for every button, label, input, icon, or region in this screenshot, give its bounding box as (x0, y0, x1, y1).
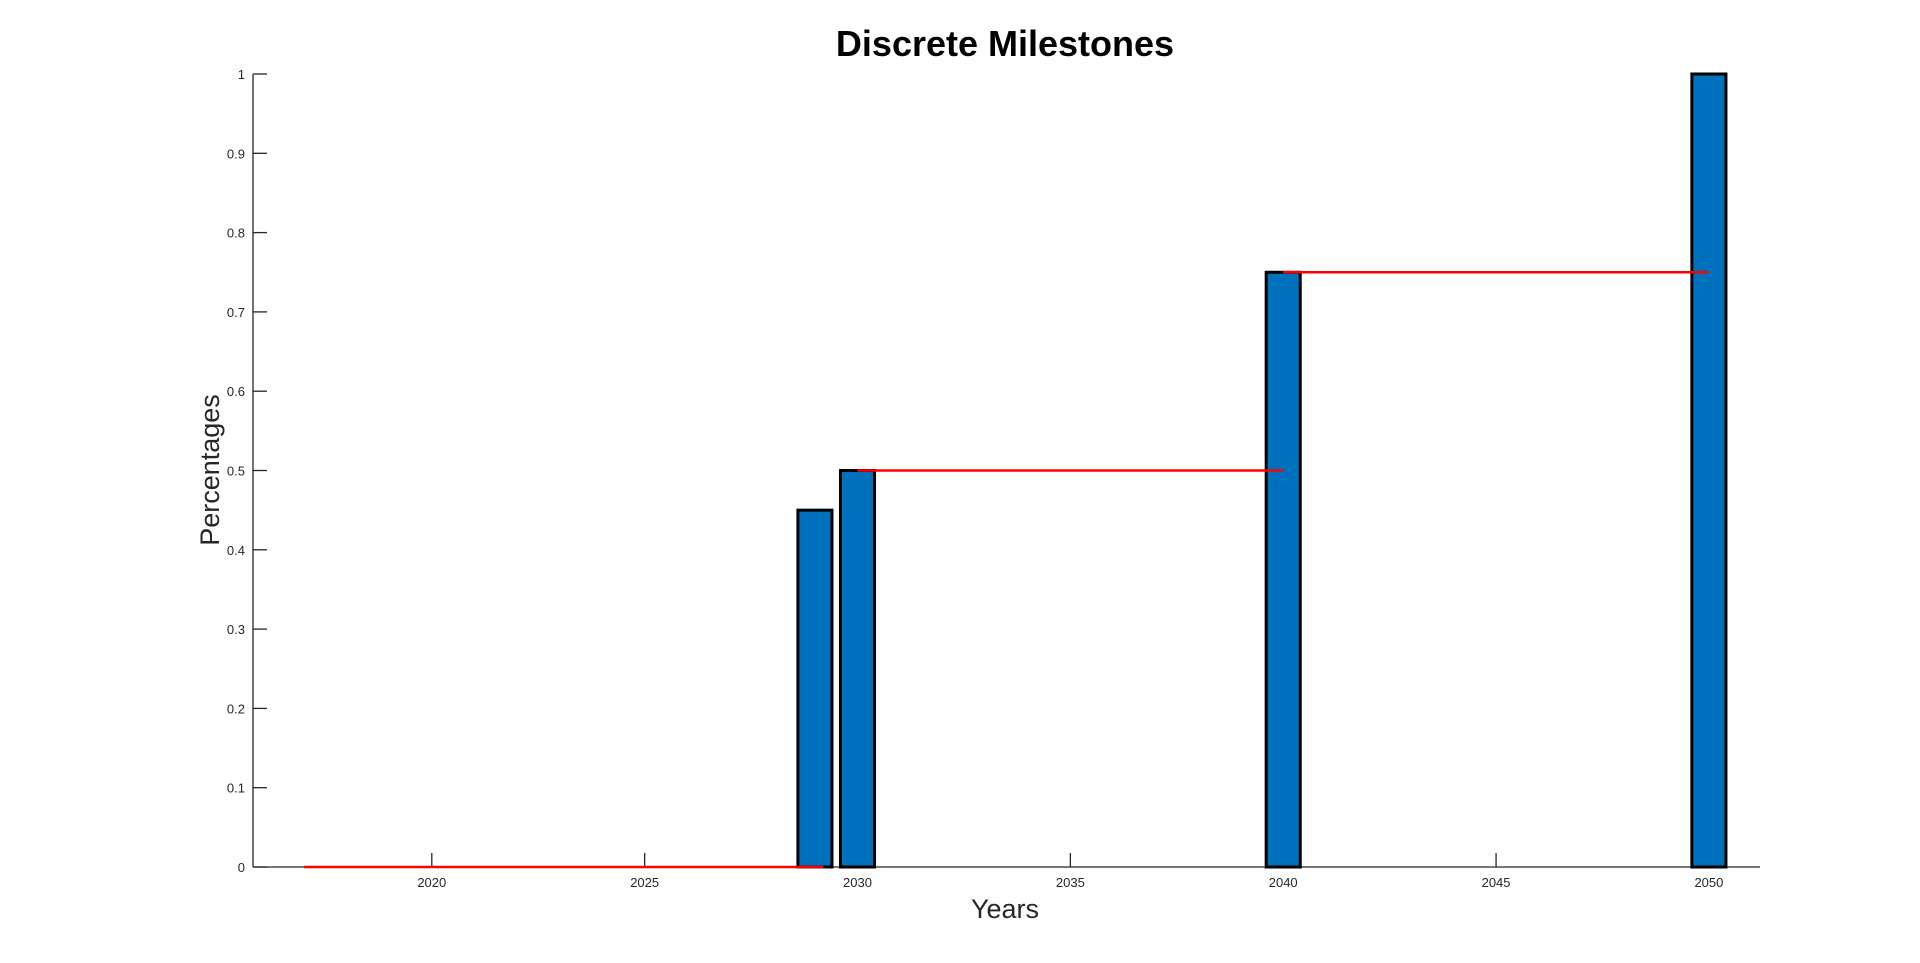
y-tick-label: 0.5 (227, 464, 245, 479)
y-tick-label: 0.4 (227, 543, 245, 558)
bar (838, 469, 877, 869)
axes: 0 0.1 0.2 0.3 0.4 0.5 0.6 0.7 0.8 0.9 1 2020 2025 203… (227, 67, 1760, 890)
bar (796, 508, 834, 869)
x-tick-label: 2045 (1482, 875, 1511, 890)
y-tick-label: 0.8 (227, 226, 245, 241)
x-tick-label: 2035 (1056, 875, 1085, 890)
x-tick-label: 2020 (417, 875, 446, 890)
x-tick-label: 2040 (1269, 875, 1298, 890)
x-tick-label: 2050 (1694, 875, 1723, 890)
y-tick-label: 1 (238, 67, 245, 82)
y-tick-label: 0.3 (227, 622, 245, 637)
y-tick-label: 0.1 (227, 781, 245, 796)
y-axis-label: Percentages (195, 394, 225, 546)
y-tick-label: 0 (238, 860, 245, 875)
bar (1690, 72, 1728, 869)
chart-title: Discrete Milestones (836, 23, 1174, 64)
bars (796, 72, 1728, 869)
bar (1264, 270, 1302, 869)
y-tick-label: 0.9 (227, 146, 245, 161)
x-axis-label: Years (971, 894, 1039, 924)
y-tick-label: 0.2 (227, 701, 245, 716)
step-lines (304, 271, 1709, 869)
x-tick-label: 2030 (843, 875, 872, 890)
x-tick-label: 2025 (630, 875, 659, 890)
y-tick-label: 0.6 (227, 384, 245, 399)
y-tick-label: 0.7 (227, 305, 245, 320)
